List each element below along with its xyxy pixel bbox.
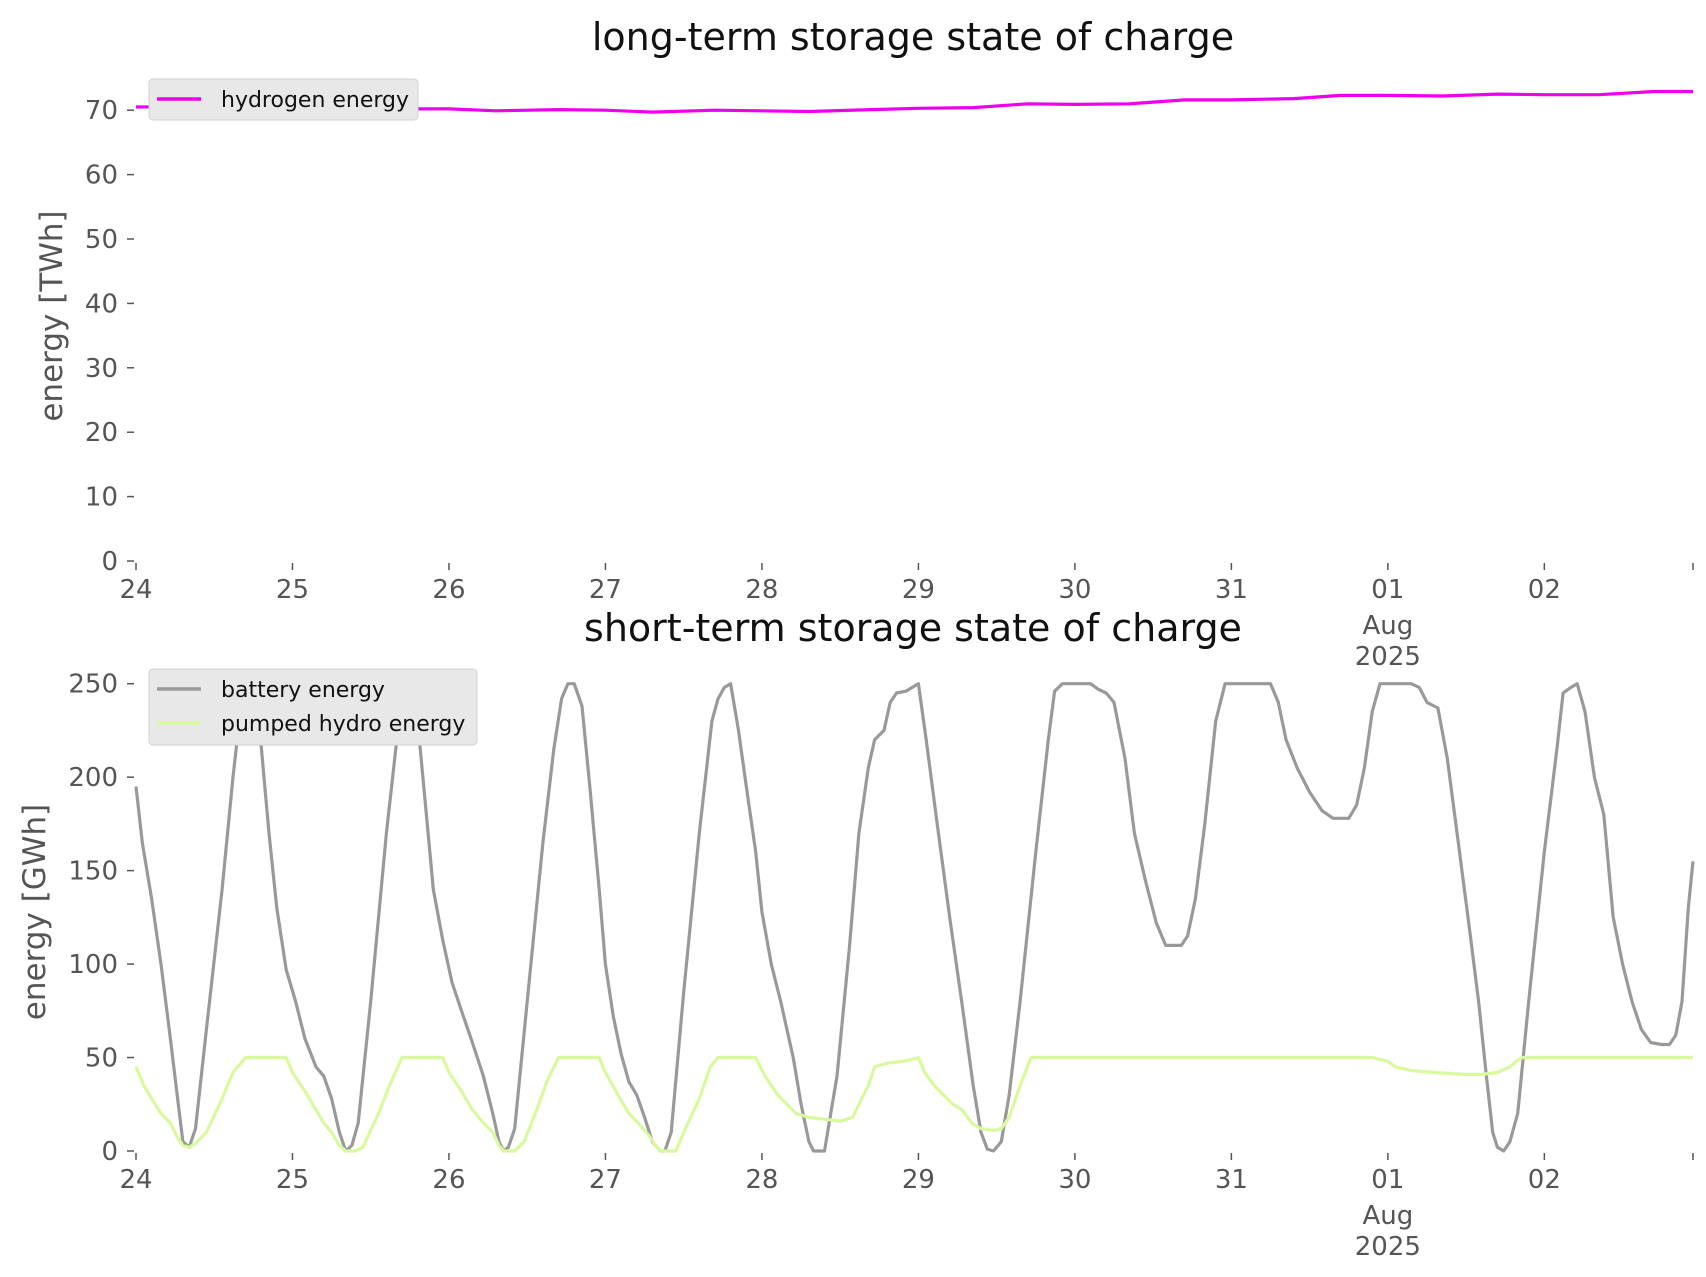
y-tick-label: 100 <box>68 950 118 980</box>
x-tick-label: 30 <box>1058 1165 1091 1195</box>
x-tick-label: 30 <box>1058 575 1091 605</box>
x-tick-label: 25 <box>276 1165 309 1195</box>
chart-short-term: short-term storage state of charge energ… <box>17 606 1695 1262</box>
x-tick-sublabel: Aug <box>1362 611 1413 641</box>
y-tick-label: 0 <box>101 547 118 577</box>
legend-box <box>148 78 419 121</box>
x-tick-label: 28 <box>745 575 778 605</box>
legend: hydrogen energy <box>148 78 419 121</box>
x-tick-label: 25 <box>276 575 309 605</box>
y-tick-label: 200 <box>68 763 118 793</box>
x-tick-sublabel: Aug <box>1362 1201 1413 1231</box>
x-tick-sublabel: 2025 <box>1355 1232 1421 1262</box>
x-tick-label: 31 <box>1215 575 1248 605</box>
x-tick-label: 28 <box>745 1165 778 1195</box>
x-tick-label: 27 <box>589 1165 622 1195</box>
y-tick-label: 150 <box>68 857 118 887</box>
x-tick-label: 01 <box>1371 575 1404 605</box>
legend-label: hydrogen energy <box>221 88 409 113</box>
chart-title: long-term storage state of charge <box>592 15 1234 59</box>
axes: 0 50 100 150 200 250 24 25 26 27 28 29 30 31 01 Aug2025… <box>68 670 1694 1262</box>
legend-label: pumped hydro energy <box>221 712 465 737</box>
y-tick-label: 0 <box>101 1137 118 1167</box>
y-tick-label: 30 <box>85 354 118 384</box>
chart-title: short-term storage state of charge <box>584 606 1242 650</box>
series-line <box>134 682 1695 1153</box>
y-tick-label: 50 <box>85 1044 118 1074</box>
x-tick-label: 26 <box>432 575 465 605</box>
x-tick-label: 31 <box>1215 1165 1248 1195</box>
y-tick-label: 50 <box>85 225 118 255</box>
y-tick-label: 70 <box>85 96 118 126</box>
x-tick-label: 29 <box>902 1165 935 1195</box>
legend-label: battery energy <box>221 678 385 703</box>
x-tick-label: 01 <box>1371 1165 1404 1195</box>
x-tick-label: 02 <box>1528 1165 1561 1195</box>
series-line <box>134 1055 1693 1153</box>
x-tick-label: 24 <box>119 1165 152 1195</box>
x-tick-label: 02 <box>1528 575 1561 605</box>
y-axis-label: energy [TWh] <box>34 210 70 421</box>
y-tick-label: 10 <box>85 483 118 513</box>
x-tick-label: 29 <box>902 575 935 605</box>
x-tick-label: 27 <box>589 575 622 605</box>
y-tick-label: 20 <box>85 418 118 448</box>
legend: battery energy pumped hydro energy <box>148 668 478 746</box>
y-tick-label: 40 <box>85 289 118 319</box>
x-tick-label: 26 <box>432 1165 465 1195</box>
axes: 0 10 20 30 40 50 60 70 24 25 26 27 28 29 30 31 01 Aug2025… <box>85 96 1694 672</box>
y-axis-label: energy [GWh] <box>17 804 53 1020</box>
x-tick-label: 24 <box>119 575 152 605</box>
series-group <box>135 89 1693 114</box>
chart-long-term: long-term storage state of charge energy… <box>34 15 1694 672</box>
x-tick-sublabel: 2025 <box>1355 642 1421 672</box>
legend-box <box>148 668 478 746</box>
y-tick-label: 60 <box>85 161 118 191</box>
y-tick-label: 250 <box>68 670 118 700</box>
series-group <box>134 682 1695 1153</box>
series-line <box>135 89 1693 114</box>
